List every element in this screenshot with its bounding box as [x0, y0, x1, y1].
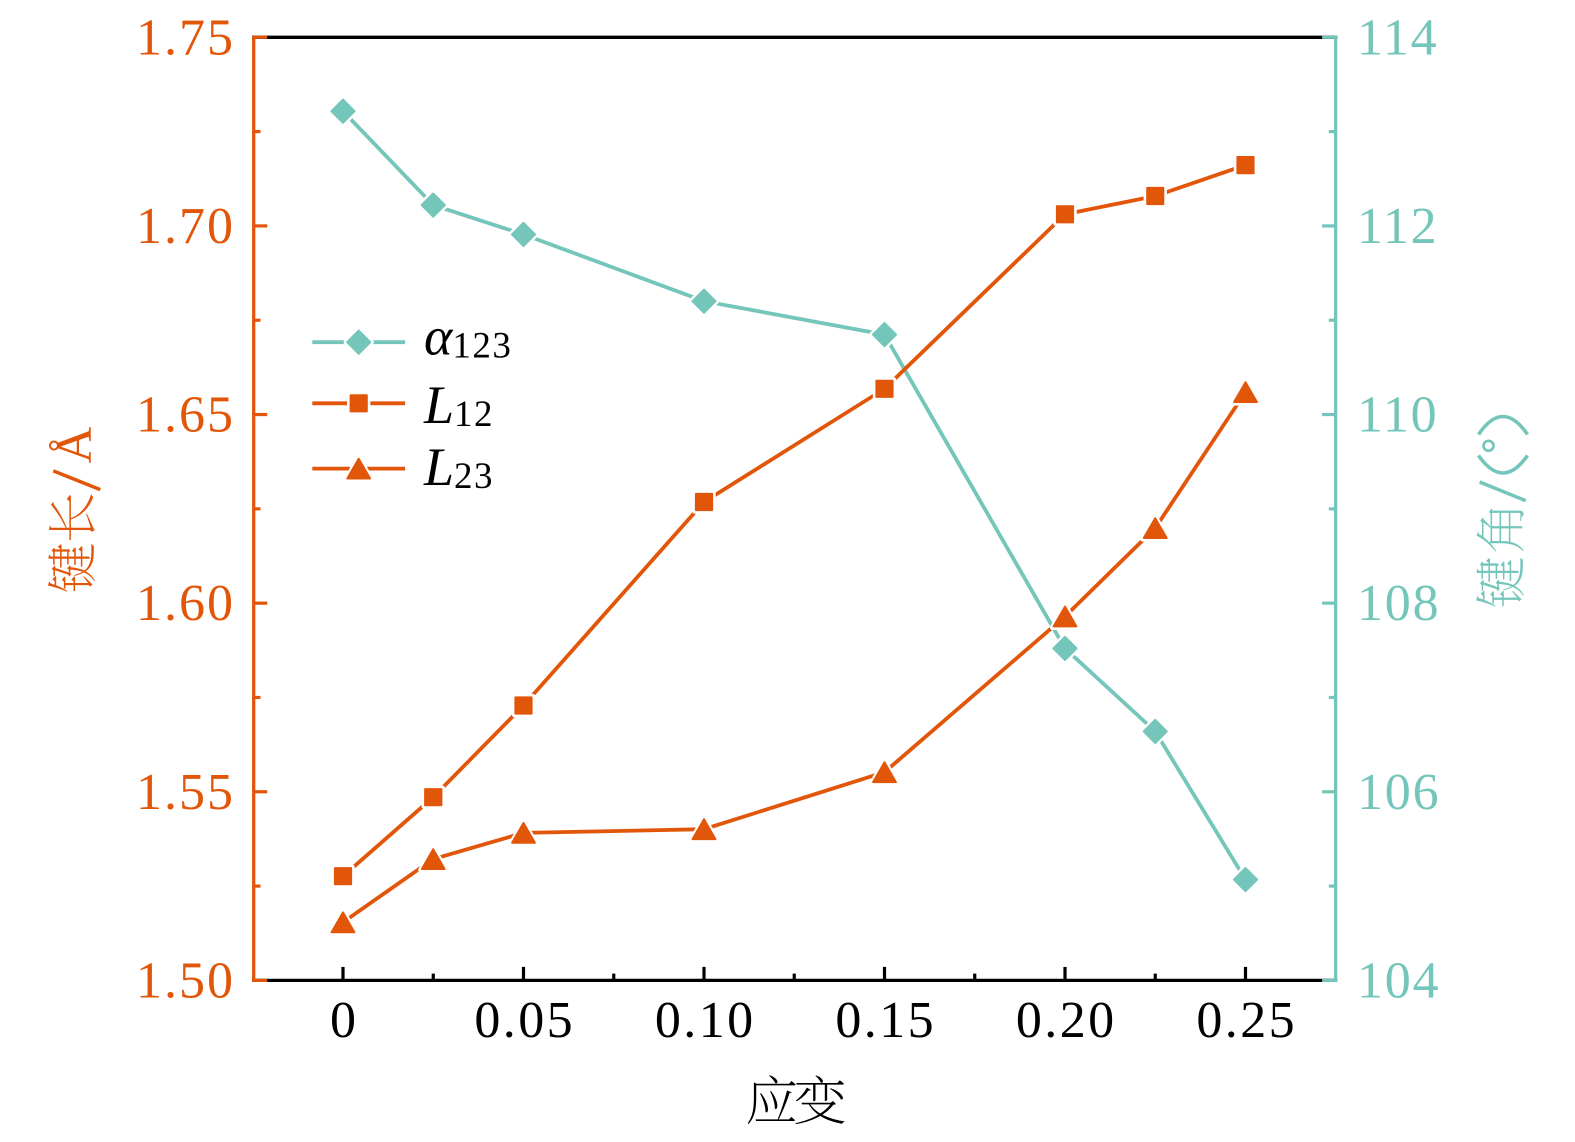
svg-text:Å: Å — [47, 427, 103, 464]
svg-text:0.10: 0.10 — [655, 992, 756, 1049]
svg-text:1.75: 1.75 — [136, 9, 235, 66]
svg-text:104: 104 — [1357, 952, 1440, 1009]
svg-text:0.25: 0.25 — [1196, 992, 1297, 1049]
svg-text:1.65: 1.65 — [136, 387, 235, 444]
svg-text:1.55: 1.55 — [136, 764, 235, 821]
svg-text:0.15: 0.15 — [835, 992, 936, 1049]
svg-text:1.70: 1.70 — [136, 198, 235, 255]
svg-text:0.20: 0.20 — [1016, 992, 1117, 1049]
svg-text:1.60: 1.60 — [136, 575, 235, 632]
svg-text:0: 0 — [330, 992, 358, 1049]
svg-text:0.05: 0.05 — [474, 992, 575, 1049]
svg-text:108: 108 — [1357, 575, 1440, 632]
svg-text:114: 114 — [1357, 9, 1438, 66]
svg-text:1.50: 1.50 — [136, 952, 235, 1009]
svg-text:110: 110 — [1357, 387, 1438, 444]
svg-text:106: 106 — [1357, 764, 1440, 821]
svg-text:112: 112 — [1357, 198, 1438, 255]
